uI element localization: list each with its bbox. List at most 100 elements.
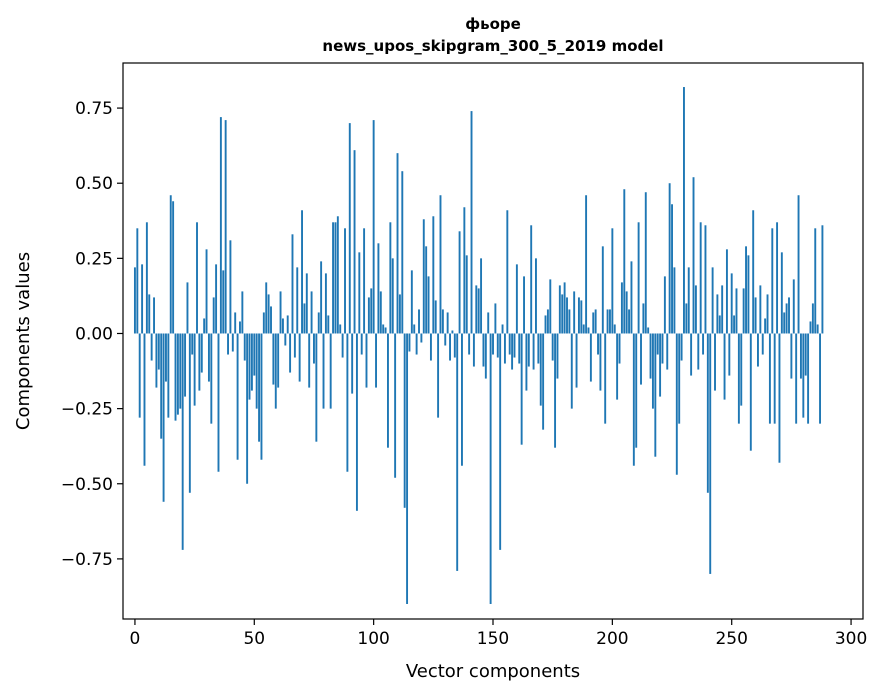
bar-206 [625, 291, 628, 334]
bar-136 [458, 231, 461, 334]
bar-92 [353, 150, 356, 334]
bar-58 [272, 333, 275, 385]
y-axis: −0.75 −0.50 −0.25 0.00 0.25 0.50 0.75 [61, 99, 123, 570]
bar-228 [678, 333, 681, 424]
bar-75 [313, 333, 315, 364]
bar-67 [293, 333, 296, 358]
bar-180 [563, 282, 566, 334]
bar-55 [265, 282, 268, 334]
bar-112 [401, 171, 404, 334]
bar-63 [284, 333, 287, 346]
bar-249 [728, 333, 731, 376]
bar-103 [379, 291, 382, 334]
bar-235 [694, 285, 697, 334]
bar-96 [363, 228, 366, 334]
bar-144 [477, 288, 480, 334]
bar-211 [637, 222, 640, 334]
chart-subtitle: news_upos_skipgram_300_5_2019 model [322, 37, 663, 55]
bar-20 [181, 333, 184, 550]
bar-62 [281, 318, 284, 334]
bar-278 [797, 195, 800, 334]
bar-54 [262, 312, 265, 334]
bar-234 [692, 177, 695, 334]
bar-86 [339, 324, 342, 334]
bar-105 [384, 327, 387, 334]
bar-199 [609, 309, 611, 334]
bar-204 [620, 282, 623, 334]
bar-158 [511, 333, 514, 370]
bar-150 [492, 333, 494, 355]
bar-222 [663, 276, 666, 334]
plot-frame [122, 62, 864, 620]
bar-194 [597, 333, 599, 355]
bar-163 [523, 276, 525, 334]
bar-108 [391, 258, 394, 334]
bar-272 [783, 312, 786, 334]
bar-50 [253, 333, 256, 376]
bar-198 [606, 309, 609, 334]
bar-57 [270, 306, 272, 334]
bar-84 [334, 222, 337, 334]
bar-39 [227, 333, 229, 355]
bar-244 [716, 294, 719, 334]
bar-46 [243, 333, 246, 361]
bar-10 [157, 333, 160, 370]
bar-26 [196, 222, 198, 334]
bar-167 [532, 333, 535, 370]
y-tick-label: −0.75 [61, 550, 113, 570]
bar-269 [776, 222, 779, 334]
bar-254 [740, 333, 743, 406]
bar-8 [153, 297, 155, 334]
bar-102 [377, 243, 380, 334]
bar-233 [690, 333, 693, 376]
bar-282 [807, 333, 810, 424]
bar-171 [542, 333, 545, 430]
bar-265 [766, 294, 769, 334]
bar-224 [668, 183, 671, 334]
bar-280 [802, 333, 805, 418]
bar-279 [799, 333, 802, 379]
bar-107 [389, 222, 392, 334]
bar-3 [141, 264, 144, 334]
bar-35 [217, 333, 220, 472]
bar-115 [408, 333, 411, 352]
bar-116 [410, 270, 413, 334]
bar-190 [587, 327, 590, 334]
bar-186 [577, 297, 580, 334]
bar-76 [315, 333, 318, 442]
bar-80 [324, 273, 327, 334]
bar-184 [573, 291, 576, 334]
bar-59 [274, 333, 277, 409]
bar-110 [396, 153, 399, 334]
bar-214 [644, 192, 647, 334]
bar-130 [444, 333, 447, 346]
bar-259 [752, 210, 755, 334]
bar-106 [387, 333, 389, 448]
bar-245 [718, 315, 721, 334]
bar-78 [320, 261, 323, 334]
bar-165 [527, 333, 530, 367]
y-axis-label: Components values [13, 252, 34, 430]
bar-21 [184, 333, 187, 397]
bar-77 [317, 312, 320, 334]
bar-166 [530, 225, 533, 334]
bar-267 [771, 228, 774, 334]
bar-13 [165, 333, 167, 382]
bar-181 [566, 297, 568, 334]
bar-125 [432, 216, 435, 334]
bar-182 [568, 309, 571, 334]
bar-231 [685, 303, 688, 334]
bar-246 [721, 285, 724, 334]
x-tick-label: 0 [130, 629, 141, 649]
bar-237 [699, 222, 702, 334]
x-axis-label: Vector components [406, 661, 580, 682]
bar-170 [539, 333, 542, 406]
bar-45 [241, 291, 244, 334]
y-tick-label: 0.00 [75, 324, 113, 344]
bar-51 [255, 333, 258, 409]
bar-138 [463, 207, 466, 334]
bar-14 [167, 333, 170, 418]
bar-31 [207, 333, 210, 382]
bar-226 [673, 267, 676, 334]
bar-74 [310, 291, 313, 334]
